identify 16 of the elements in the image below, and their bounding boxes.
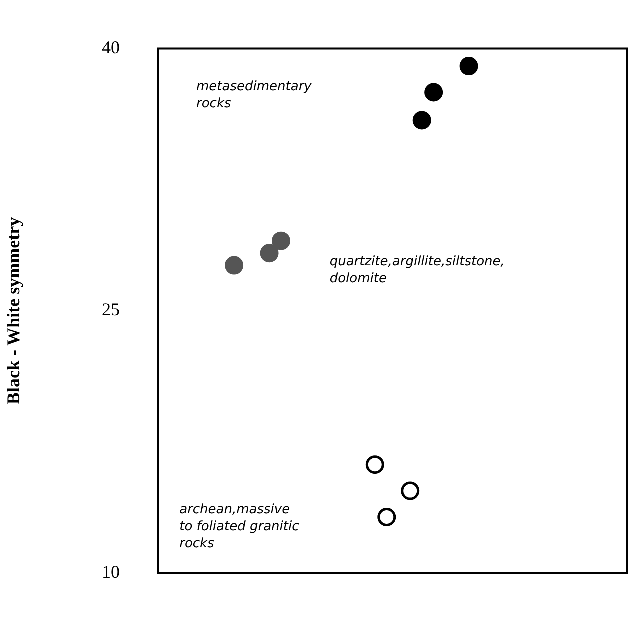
point bbox=[225, 256, 244, 275]
annotation: metasedimentary rocks bbox=[196, 79, 312, 112]
y-tick-label: 25 bbox=[102, 300, 120, 320]
y-axis-title: Black - White symmetry bbox=[3, 217, 24, 405]
y-tick-label: 10 bbox=[102, 562, 120, 582]
point bbox=[412, 111, 432, 130]
point bbox=[260, 244, 279, 263]
annotation: archean,massive to foliated granitic rocks bbox=[180, 502, 300, 552]
point bbox=[378, 508, 396, 527]
point bbox=[424, 83, 444, 102]
annotation: quartzite,argillite,siltstone, dolomite bbox=[330, 254, 505, 287]
point bbox=[401, 482, 420, 500]
y-tick-label: 40 bbox=[102, 38, 120, 58]
point bbox=[366, 456, 384, 474]
point bbox=[460, 57, 478, 76]
point bbox=[272, 232, 290, 250]
